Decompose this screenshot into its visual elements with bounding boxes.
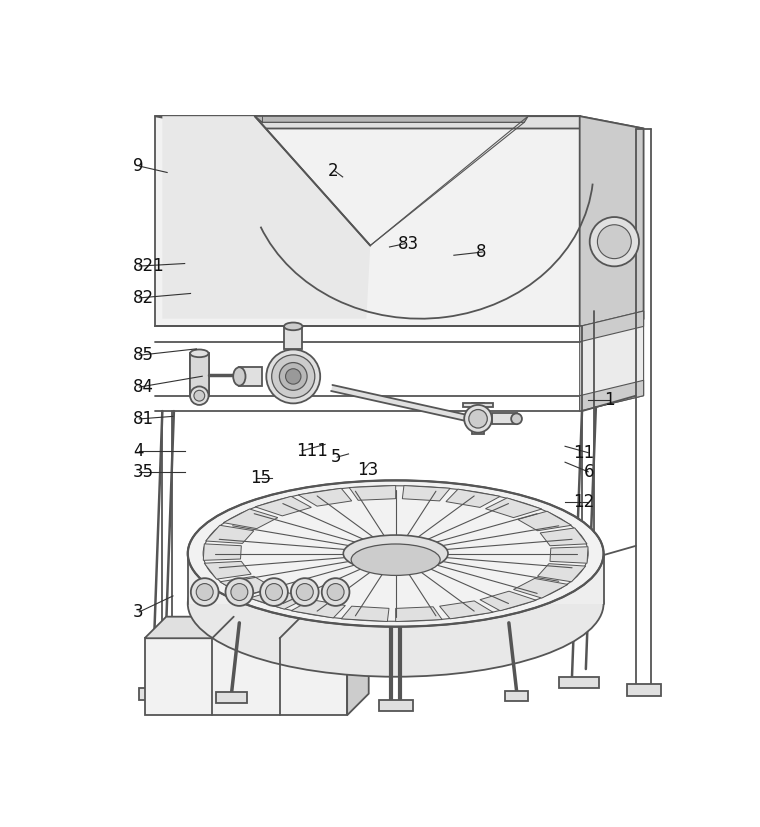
Text: 85: 85 [133,347,154,364]
Polygon shape [291,600,345,618]
Ellipse shape [284,323,302,330]
Polygon shape [204,562,252,579]
Ellipse shape [231,584,248,600]
Ellipse shape [597,225,632,259]
Polygon shape [580,311,644,411]
Ellipse shape [203,485,588,621]
Polygon shape [349,485,396,500]
Polygon shape [154,116,580,327]
Polygon shape [550,547,588,563]
Polygon shape [223,509,278,528]
Polygon shape [518,511,572,531]
Ellipse shape [188,480,603,627]
Text: 13: 13 [357,461,378,479]
Ellipse shape [266,350,320,404]
Ellipse shape [344,535,448,572]
Polygon shape [627,685,660,696]
Polygon shape [203,544,242,561]
Polygon shape [249,590,306,609]
Ellipse shape [260,578,288,606]
Ellipse shape [351,544,440,576]
Polygon shape [439,601,493,619]
Text: 1: 1 [604,391,615,409]
Polygon shape [396,607,442,622]
Text: 81: 81 [133,410,154,428]
Text: 4: 4 [133,442,144,461]
Polygon shape [284,327,302,350]
Polygon shape [492,414,517,424]
Ellipse shape [464,405,492,433]
Ellipse shape [280,362,307,390]
Polygon shape [463,404,493,407]
Ellipse shape [190,350,208,357]
Ellipse shape [296,584,313,600]
Ellipse shape [590,217,639,266]
Ellipse shape [469,409,487,428]
Polygon shape [331,385,471,422]
Text: 821: 821 [133,257,165,275]
Polygon shape [190,353,208,395]
Ellipse shape [271,355,315,398]
Ellipse shape [226,578,253,606]
Ellipse shape [190,386,208,405]
Polygon shape [446,489,500,508]
Text: 15: 15 [250,469,271,487]
Ellipse shape [265,584,283,600]
Ellipse shape [190,392,208,399]
Polygon shape [144,638,347,715]
Polygon shape [144,617,369,638]
Polygon shape [139,688,179,700]
Ellipse shape [327,584,344,600]
Ellipse shape [194,390,204,401]
Text: 8: 8 [476,243,486,261]
Polygon shape [347,617,369,715]
Text: 12: 12 [573,493,594,511]
Polygon shape [255,116,528,122]
Polygon shape [298,488,352,506]
Ellipse shape [511,414,522,424]
Ellipse shape [321,578,350,606]
Ellipse shape [188,530,603,676]
Polygon shape [480,591,537,611]
Text: 5: 5 [331,448,341,466]
Polygon shape [220,576,274,595]
Polygon shape [559,676,599,688]
Text: 9: 9 [133,157,144,175]
Polygon shape [580,116,644,327]
Ellipse shape [286,369,301,384]
Polygon shape [402,485,450,501]
Ellipse shape [233,367,245,385]
Polygon shape [188,553,603,604]
Polygon shape [163,116,370,318]
Polygon shape [154,116,644,128]
Polygon shape [341,606,389,622]
Polygon shape [472,404,484,434]
Polygon shape [486,498,542,518]
Polygon shape [580,380,644,411]
Polygon shape [378,700,413,711]
Ellipse shape [191,578,219,606]
Polygon shape [580,311,644,342]
Text: 83: 83 [398,235,420,253]
Text: 3: 3 [133,603,144,621]
Text: 35: 35 [133,463,154,480]
Polygon shape [255,496,312,516]
Polygon shape [239,367,262,385]
Ellipse shape [291,578,318,606]
Polygon shape [540,528,587,546]
Polygon shape [537,564,586,582]
Polygon shape [514,578,568,598]
Text: 84: 84 [133,378,154,396]
Text: 11: 11 [573,443,594,461]
Text: 2: 2 [328,161,339,179]
Polygon shape [505,691,528,701]
Text: 6: 6 [584,463,594,480]
Text: 82: 82 [133,289,154,307]
Polygon shape [217,692,247,703]
Ellipse shape [196,584,213,600]
Polygon shape [206,525,254,543]
Text: 111: 111 [296,442,328,460]
